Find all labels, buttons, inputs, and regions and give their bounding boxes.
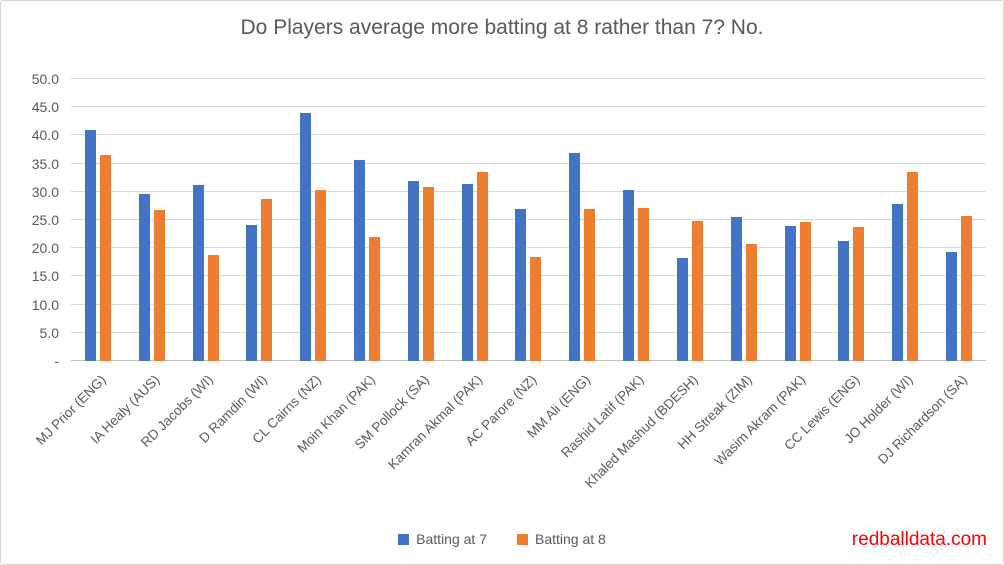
bar-batting-at-7	[300, 112, 312, 361]
bar-batting-at-8	[261, 198, 273, 361]
y-tick-label: 35.0	[31, 155, 59, 172]
y-tick-label: 45.0	[31, 99, 59, 116]
bar-group	[663, 79, 717, 361]
legend-swatch-batting-at-7	[398, 533, 410, 545]
bar-batting-at-7	[730, 217, 742, 361]
bar-batting-at-7	[623, 190, 635, 361]
y-tick-label: 40.0	[31, 127, 59, 144]
bar-batting-at-7	[461, 184, 473, 361]
y-tick-label: 30.0	[31, 183, 59, 200]
y-tick-label: 50.0	[31, 71, 59, 87]
bar-group	[717, 79, 771, 361]
legend-label-batting-at-7: Batting at 7	[416, 531, 487, 547]
gridline	[71, 360, 986, 361]
bar-group	[555, 79, 609, 361]
bar-batting-at-8	[530, 256, 542, 361]
gridline	[71, 78, 986, 79]
gridline	[71, 134, 986, 136]
bar-group	[125, 79, 179, 361]
gridline	[71, 219, 986, 220]
bar-batting-at-8	[907, 172, 919, 361]
bar-group	[878, 79, 932, 361]
bar-group	[609, 79, 663, 361]
y-tick-label: -	[54, 353, 59, 369]
legend-item-batting-at-7: Batting at 7	[398, 531, 487, 547]
legend: Batting at 7 Batting at 8	[1, 531, 1003, 547]
gridline	[71, 162, 986, 164]
y-tick-label: 15.0	[31, 268, 59, 285]
gridline	[71, 275, 986, 277]
y-tick-label: 20.0	[31, 240, 59, 257]
bar-batting-at-8	[153, 209, 165, 361]
gridline	[71, 190, 986, 192]
bar-batting-at-7	[192, 185, 204, 361]
y-tick-label: 25.0	[31, 212, 59, 228]
bar-group	[771, 79, 825, 361]
x-axis-label: Wasim Akram (PAK)	[711, 372, 809, 469]
bar-batting-at-8	[638, 208, 650, 361]
plot-area	[71, 78, 986, 361]
x-axis-label: Khaled Mashud (BDESH)	[581, 372, 701, 491]
bar-group	[232, 79, 286, 361]
legend-label-batting-at-8: Batting at 8	[535, 531, 606, 547]
bar-batting-at-8	[476, 172, 488, 361]
bar-group	[932, 79, 986, 361]
bar-batting-at-8	[584, 208, 596, 361]
bar-group	[340, 79, 394, 361]
bar-batting-at-7	[784, 225, 796, 361]
bar-batting-at-8	[207, 254, 219, 361]
watermark-redballdata: redballdata.com	[851, 529, 987, 550]
bar-group	[286, 79, 340, 361]
bar-batting-at-7	[892, 204, 904, 361]
bar-group	[394, 79, 448, 361]
bar-group	[502, 79, 556, 361]
x-axis-label: Kamran Akmal (PAK)	[385, 372, 486, 473]
bar-group	[71, 79, 125, 361]
bar-batting-at-8	[99, 155, 111, 361]
bar-group	[825, 79, 879, 361]
bar-group	[179, 79, 233, 361]
bar-batting-at-7	[515, 209, 527, 361]
bar-batting-at-7	[84, 130, 96, 361]
x-axis-labels: MJ Prior (ENG) IA Healy (AUS) RD Jacobs (W…	[33, 364, 986, 509]
bar-batting-at-8	[422, 186, 434, 361]
gridline	[71, 247, 986, 249]
gridline	[71, 331, 986, 333]
bar-batting-at-8	[369, 236, 381, 361]
bar-batting-at-7	[838, 241, 850, 361]
legend-item-batting-at-8: Batting at 8	[517, 531, 606, 547]
bar-batting-at-8	[745, 244, 757, 361]
bar-batting-at-7	[676, 257, 688, 361]
bar-batting-at-8	[961, 216, 973, 361]
y-tick-label: 5.0	[39, 324, 59, 341]
bar-group	[448, 79, 502, 361]
bar-batting-at-7	[569, 153, 581, 361]
bar-batting-at-7	[354, 160, 366, 361]
y-tick-label: 10.0	[31, 296, 59, 313]
bar-batting-at-8	[853, 227, 865, 361]
gridline	[71, 303, 986, 305]
gridline	[71, 106, 986, 108]
bar-batting-at-7	[138, 194, 150, 361]
bar-batting-at-7	[407, 180, 419, 361]
bar-batting-at-8	[691, 220, 703, 361]
chart-title: Do Players average more batting at 8 rat…	[240, 16, 764, 39]
bar-batting-at-8	[799, 222, 811, 361]
bar-batting-at-7	[246, 224, 258, 361]
y-axis: - 5.0 10.0 15.0 20.0 25.0 30.0 35.0 40.0 45.0 50.0	[1, 71, 59, 369]
legend-swatch-batting-at-8	[517, 533, 528, 545]
bar-batting-at-7	[946, 252, 958, 361]
bar-batting-at-8	[315, 189, 327, 361]
